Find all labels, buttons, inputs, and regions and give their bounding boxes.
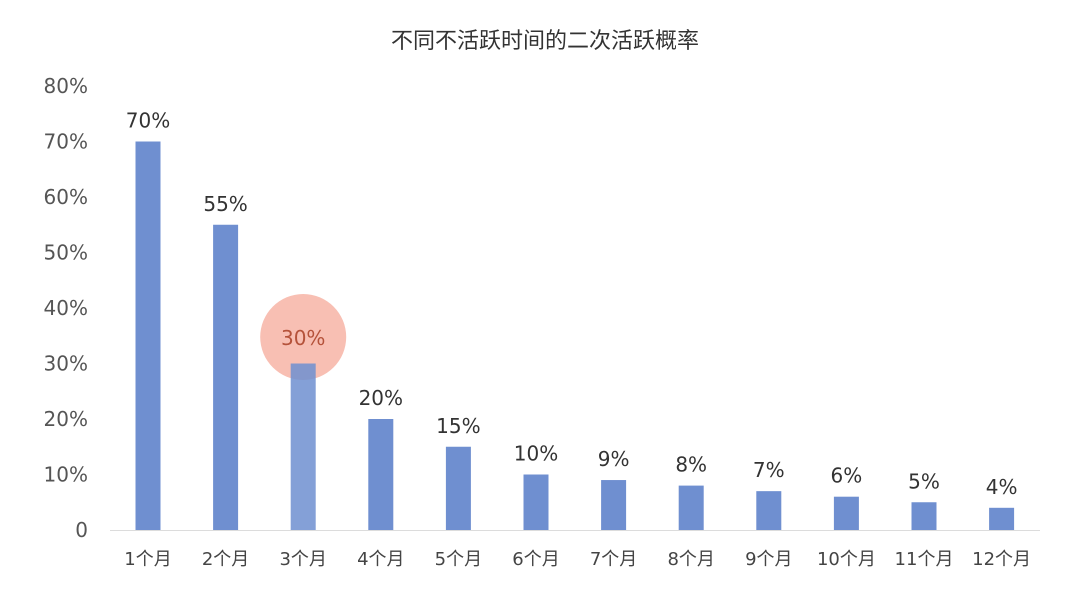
- data-label: 4%: [986, 475, 1018, 499]
- y-tick-label: 10%: [44, 463, 88, 487]
- x-tick-label: 11个月: [895, 549, 954, 570]
- bar: [756, 491, 782, 530]
- data-label: 55%: [203, 192, 247, 216]
- y-tick-label: 20%: [44, 407, 88, 431]
- chart-title: 不同不活跃时间的二次活跃概率: [391, 29, 699, 54]
- x-tick-label: 5个月: [435, 549, 482, 570]
- y-axis: 0 10% 20% 30% 40% 50% 60% 70% 80%: [44, 74, 88, 542]
- data-label: 7%: [753, 458, 785, 482]
- y-tick-label: 70%: [44, 130, 88, 154]
- x-tick-label: 7个月: [590, 549, 637, 570]
- bar: [213, 224, 239, 530]
- highlight-circle: [260, 294, 347, 380]
- data-label: 9%: [598, 447, 630, 471]
- bar: [989, 507, 1015, 530]
- y-tick-label: 50%: [44, 241, 88, 265]
- x-tick-label: 8个月: [667, 549, 714, 570]
- y-tick-label: 60%: [44, 185, 88, 209]
- data-label: 5%: [908, 469, 940, 493]
- x-tick-label: 4个月: [357, 549, 404, 570]
- data-label: 8%: [675, 453, 707, 477]
- data-label: 20%: [359, 386, 403, 410]
- x-axis: 1个月 2个月 3个月 4个月 5个月 6个月 7个月 8个月 9个月 10个月 11个月 12个月: [110, 530, 1040, 570]
- y-tick-label: 30%: [44, 352, 88, 376]
- x-tick-label: 3个月: [279, 549, 326, 570]
- y-tick-label: 0: [75, 518, 88, 542]
- x-tick-label: 9个月: [745, 549, 792, 570]
- data-labels: 70% 55% 30% 20% 15% 10% 9% 8% 7% 6% 5% 4%: [126, 109, 1018, 499]
- data-label: 15%: [436, 414, 480, 438]
- bar: [368, 419, 394, 530]
- bar: [290, 363, 316, 530]
- data-label: 30%: [281, 326, 325, 350]
- bar: [445, 446, 471, 530]
- data-label: 6%: [831, 464, 863, 488]
- y-tick-label: 80%: [44, 74, 88, 98]
- x-tick-label: 1个月: [124, 549, 171, 570]
- data-label: 70%: [126, 109, 170, 133]
- x-tick-label: 10个月: [817, 549, 876, 570]
- bar: [523, 474, 549, 530]
- bar: [601, 480, 627, 530]
- x-tick-label: 2个月: [202, 549, 249, 570]
- x-tick-label: 6个月: [512, 549, 559, 570]
- bar: [911, 502, 937, 530]
- y-tick-label: 40%: [44, 296, 88, 320]
- x-tick-label: 12个月: [972, 549, 1031, 570]
- bars: [135, 141, 1015, 530]
- data-label: 10%: [514, 442, 558, 466]
- bar: [135, 141, 161, 530]
- bar: [833, 496, 859, 530]
- bar: [678, 485, 704, 530]
